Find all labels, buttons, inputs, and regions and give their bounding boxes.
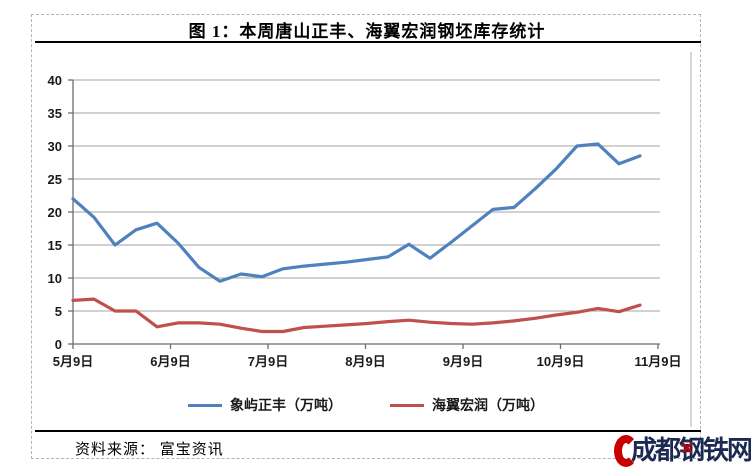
y-tick-label: 15 (48, 238, 62, 253)
x-tick-label: 11月9日 (635, 354, 682, 369)
source-row-divider (35, 430, 701, 432)
logo-text: 成都钢铁网 (630, 435, 751, 465)
y-tick-label: 30 (48, 139, 62, 154)
y-tick-label: 20 (48, 205, 62, 220)
legend-label: 象屿正丰（万吨） (230, 397, 342, 413)
data-source-note: 资料来源： 富宝资讯 (75, 442, 224, 458)
y-tick-label: 5 (55, 304, 62, 319)
title-underline (35, 41, 701, 43)
y-tick-label: 25 (48, 172, 62, 187)
logo-x-accent-icon: ✕ (679, 439, 695, 458)
series-line-0 (71, 142, 642, 283)
legend-line-red-icon (390, 403, 424, 407)
x-tick-label: 8月9日 (345, 354, 385, 369)
legend-label: 海翼宏润（万吨） (432, 397, 544, 413)
y-tick-label: 10 (48, 271, 62, 286)
legend-item-haiyi-hongrun: 海翼宏润（万吨） (390, 395, 544, 415)
series-line-1 (71, 297, 642, 334)
y-tick-label: 40 (48, 73, 62, 88)
legend-item-xiangyu-zhengfeng: 象屿正丰（万吨） (188, 395, 342, 415)
chart-title: 图 1：本周唐山正丰、海翼宏润钢坯库存统计 (188, 22, 546, 41)
x-tick-label: 5月9日 (53, 354, 93, 369)
x-tick-label: 9月9日 (443, 354, 483, 369)
logo-crescent-icon (613, 434, 638, 467)
x-tick-label: 6月9日 (150, 354, 190, 369)
site-watermark-logo: 成都钢铁网 ✕ (612, 430, 751, 471)
y-tick-label: 0 (55, 337, 62, 352)
y-tick-label: 35 (48, 106, 62, 121)
legend-line-blue-icon (188, 403, 222, 407)
x-tick-label: 7月9日 (248, 354, 288, 369)
chart-legend: 象屿正丰（万吨） 海翼宏润（万吨） (36, 393, 696, 417)
x-tick-label: 10月9日 (537, 354, 585, 369)
